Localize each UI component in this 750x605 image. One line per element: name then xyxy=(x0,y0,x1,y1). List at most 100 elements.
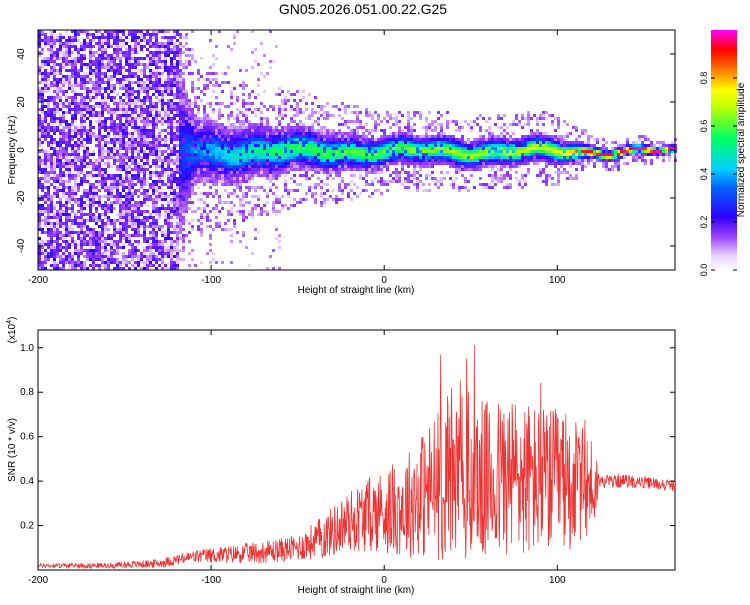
heat-cell xyxy=(83,57,86,60)
heat-cell xyxy=(287,141,290,144)
heat-cell xyxy=(155,135,158,138)
heat-cell xyxy=(38,69,41,72)
heat-cell xyxy=(170,225,173,228)
heat-cell xyxy=(188,144,191,147)
heat-cell xyxy=(386,138,389,141)
heat-cell xyxy=(284,159,287,162)
heat-cell xyxy=(59,255,62,258)
heat-cell xyxy=(296,105,299,108)
heat-cell xyxy=(344,186,347,189)
heat-cell xyxy=(314,141,317,144)
heat-cell xyxy=(158,195,161,198)
heat-cell xyxy=(182,144,185,147)
heat-cell xyxy=(107,162,110,165)
heat-cell xyxy=(296,102,299,105)
heat-cell xyxy=(122,195,125,198)
heat-cell xyxy=(44,129,47,132)
heat-cell xyxy=(182,129,185,132)
heat-cell xyxy=(164,240,167,243)
heat-cell xyxy=(47,216,50,219)
heat-cell xyxy=(164,114,167,117)
heat-cell xyxy=(131,117,134,120)
heat-cell xyxy=(107,261,110,264)
heat-cell xyxy=(65,258,68,261)
heat-cell xyxy=(188,165,191,168)
heat-cell xyxy=(122,162,125,165)
heat-cell xyxy=(305,135,308,138)
heat-cell xyxy=(56,63,59,66)
heat-cell xyxy=(80,66,83,69)
heat-cell xyxy=(146,195,149,198)
heat-cell xyxy=(68,174,71,177)
heat-cell xyxy=(275,153,278,156)
heat-cell xyxy=(65,57,68,60)
heat-cell xyxy=(383,147,386,150)
heat-cell xyxy=(200,153,203,156)
heat-cell xyxy=(323,153,326,156)
heat-cell xyxy=(386,135,389,138)
heat-cell xyxy=(398,171,401,174)
heat-cell xyxy=(167,138,170,141)
heat-cell xyxy=(62,210,65,213)
heat-cell xyxy=(41,168,44,171)
heat-cell xyxy=(176,198,179,201)
heat-cell xyxy=(335,201,338,204)
heat-cell xyxy=(203,141,206,144)
heat-cell xyxy=(182,108,185,111)
heat-cell xyxy=(107,204,110,207)
heat-cell xyxy=(68,96,71,99)
heat-cell xyxy=(77,234,80,237)
heat-cell xyxy=(71,264,74,267)
heat-cell xyxy=(155,63,158,66)
heat-cell xyxy=(119,207,122,210)
heat-cell xyxy=(386,111,389,114)
heat-cell xyxy=(53,45,56,48)
heat-cell xyxy=(251,111,254,114)
heat-cell xyxy=(239,165,242,168)
heat-cell xyxy=(104,102,107,105)
heat-cell xyxy=(149,255,152,258)
heat-cell xyxy=(161,93,164,96)
heat-cell xyxy=(113,147,116,150)
heat-cell xyxy=(278,132,281,135)
heat-cell xyxy=(179,207,182,210)
heat-cell xyxy=(53,102,56,105)
heat-cell xyxy=(197,225,200,228)
heat-cell xyxy=(254,129,257,132)
heat-cell xyxy=(116,192,119,195)
heat-cell xyxy=(113,69,116,72)
heat-cell xyxy=(176,150,179,153)
heat-cell xyxy=(44,126,47,129)
heat-cell xyxy=(131,252,134,255)
heat-cell xyxy=(98,117,101,120)
heat-cell xyxy=(230,129,233,132)
heat-cell xyxy=(68,105,71,108)
heat-cell xyxy=(164,111,167,114)
heat-cell xyxy=(233,168,236,171)
heat-cell xyxy=(41,171,44,174)
heat-cell xyxy=(125,93,128,96)
heat-cell xyxy=(281,90,284,93)
heat-cell xyxy=(176,54,179,57)
heat-cell xyxy=(251,141,254,144)
heat-cell xyxy=(179,42,182,45)
heat-cell xyxy=(182,63,185,66)
heat-cell xyxy=(242,210,245,213)
heat-cell xyxy=(167,87,170,90)
heat-cell xyxy=(227,45,230,48)
heat-cell xyxy=(173,102,176,105)
heat-cell xyxy=(86,234,89,237)
heat-cell xyxy=(149,231,152,234)
heat-cell xyxy=(53,171,56,174)
heat-cell xyxy=(182,204,185,207)
heat-cell xyxy=(53,63,56,66)
heat-cell xyxy=(203,123,206,126)
heat-cell xyxy=(122,39,125,42)
heat-cell xyxy=(407,114,410,117)
heat-cell xyxy=(65,240,68,243)
heat-cell xyxy=(149,129,152,132)
heat-cell xyxy=(161,249,164,252)
heat-cell xyxy=(92,198,95,201)
heat-cell xyxy=(359,177,362,180)
heat-cell xyxy=(182,126,185,129)
